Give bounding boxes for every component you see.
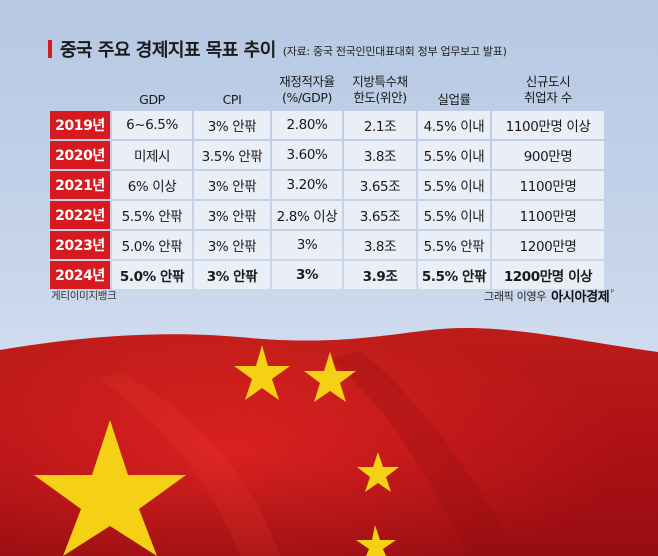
cell-cpi: 3% 안팎 bbox=[194, 261, 270, 289]
cell-deficit: 3% bbox=[272, 261, 342, 289]
table-row: 2021년 6% 이상 3% 안팎 3.20% 3.65조 5.5% 이내 1100만명 bbox=[0, 171, 658, 199]
cell-cpi: 3% 안팎 bbox=[194, 201, 270, 229]
table-row: 2024년 5.0% 안팎 3% 안팎 3% 3.9조 5.5% 안팎 1200만명 이상 bbox=[0, 261, 658, 289]
cell-year: 2023년 bbox=[50, 231, 110, 259]
cell-jobs: 900만명 bbox=[492, 141, 604, 169]
cell-bond: 3.9조 bbox=[344, 261, 416, 289]
header-gdp: GDP bbox=[139, 92, 165, 107]
table-row: 2023년 5.0% 안팎 3% 안팎 3% 3.8조 5.5% 안팎 1200만명 bbox=[0, 231, 658, 259]
cell-gdp: 6~6.5% bbox=[112, 111, 192, 139]
header-cpi: CPI bbox=[222, 92, 242, 107]
cell-bond: 3.65조 bbox=[344, 201, 416, 229]
cell-jobs: 1200만명 bbox=[492, 231, 604, 259]
graphic-credit-block: 그래픽 이영우 아시아경제 ᵖ bbox=[484, 286, 614, 306]
cell-gdp: 5.5% 안팎 bbox=[112, 201, 192, 229]
cell-unemployment: 5.5% 이내 bbox=[418, 201, 490, 229]
table-row: 2020년 미제시 3.5% 안팎 3.60% 3.8조 5.5% 이내 900만명 bbox=[0, 141, 658, 169]
table-row: 2022년 5.5% 안팎 3% 안팎 2.8% 이상 3.65조 5.5% 이내 1100… bbox=[0, 201, 658, 229]
title-block: 중국 주요 경제지표 목표 추이 (자료: 중국 전국인민대표대회 정부 업무보… bbox=[48, 38, 507, 61]
cell-year: 2019년 bbox=[50, 111, 110, 139]
table-row: 2019년 6~6.5% 3% 안팎 2.80% 2.1조 4.5% 이내 1100만명 이… bbox=[0, 111, 658, 139]
cell-unemployment: 5.5% 안팎 bbox=[418, 231, 490, 259]
cell-year: 2020년 bbox=[50, 141, 110, 169]
cell-jobs: 1100만명 bbox=[492, 201, 604, 229]
header-deficit-line2: (%/GDP) bbox=[282, 90, 332, 105]
photo-credit: 게티이미지뱅크 bbox=[51, 290, 117, 302]
cell-unemployment: 5.5% 이내 bbox=[418, 171, 490, 199]
cell-bond: 3.8조 bbox=[344, 141, 416, 169]
header-bond: 지방특수채 한도(위안) bbox=[344, 70, 416, 110]
cell-year: 2021년 bbox=[50, 171, 110, 199]
cell-deficit: 3% bbox=[272, 231, 342, 259]
cell-unemployment: 5.5% 안팎 bbox=[418, 261, 490, 289]
cell-jobs: 1200만명 이상 bbox=[492, 261, 604, 289]
cell-cpi: 3% 안팎 bbox=[194, 171, 270, 199]
cell-cpi: 3% 안팎 bbox=[194, 231, 270, 259]
cell-deficit: 3.20% bbox=[272, 171, 342, 199]
header-bond-line1: 지방특수채 bbox=[352, 74, 408, 89]
brand-logo: 아시아경제 bbox=[551, 290, 610, 305]
header-unemployment: 실업률 bbox=[437, 92, 471, 107]
cell-year: 2022년 bbox=[50, 201, 110, 229]
cell-unemployment: 5.5% 이내 bbox=[418, 141, 490, 169]
cell-cpi: 3% 안팎 bbox=[194, 111, 270, 139]
cell-bond: 3.8조 bbox=[344, 231, 416, 259]
header-jobs-line1: 신규도시 bbox=[525, 74, 571, 89]
header-jobs-line2: 취업자 수 bbox=[524, 90, 572, 105]
brand-mark-icon: ᵖ bbox=[610, 287, 614, 298]
header-deficit: 재정적자율 (%/GDP) bbox=[272, 70, 342, 110]
cell-deficit: 2.80% bbox=[272, 111, 342, 139]
cell-gdp: 5.0% 안팎 bbox=[112, 261, 192, 289]
table-header: GDP CPI 재정적자율 (%/GDP) 지방특수채 한도(위안) 실업률 신… bbox=[0, 70, 658, 110]
page-title: 중국 주요 경제지표 목표 추이 bbox=[60, 40, 276, 61]
cell-jobs: 1100만명 bbox=[492, 171, 604, 199]
cell-jobs: 1100만명 이상 bbox=[492, 111, 604, 139]
cell-gdp: 5.0% 안팎 bbox=[112, 231, 192, 259]
source-note: (자료: 중국 전국인민대표대회 정부 업무보고 발표) bbox=[282, 44, 507, 58]
cell-deficit: 3.60% bbox=[272, 141, 342, 169]
header-jobs: 신규도시 취업자 수 bbox=[492, 70, 604, 110]
cell-gdp: 6% 이상 bbox=[112, 171, 192, 199]
cell-year: 2024년 bbox=[50, 261, 110, 289]
cell-deficit: 2.8% 이상 bbox=[272, 201, 342, 229]
cell-gdp: 미제시 bbox=[112, 141, 192, 169]
cell-unemployment: 4.5% 이내 bbox=[418, 111, 490, 139]
cell-cpi: 3.5% 안팎 bbox=[194, 141, 270, 169]
header-deficit-line1: 재정적자율 bbox=[279, 74, 335, 89]
header-bond-line2: 한도(위안) bbox=[353, 90, 407, 105]
graphic-credit: 그래픽 이영우 bbox=[484, 289, 547, 303]
cell-bond: 2.1조 bbox=[344, 111, 416, 139]
cell-bond: 3.65조 bbox=[344, 171, 416, 199]
title-accent-bar bbox=[48, 40, 52, 58]
